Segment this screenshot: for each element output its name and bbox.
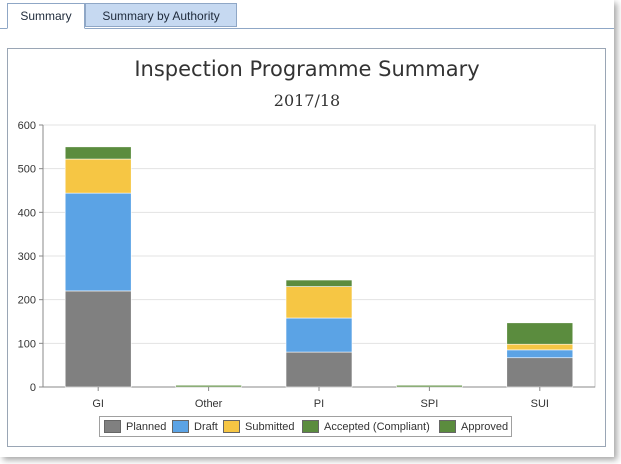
y-tick-label: 0 [30,382,36,394]
legend-label: Draft [194,421,218,433]
bar-segment-sui-1 [506,349,574,359]
legend-swatch [302,420,319,433]
x-tick-label: SPI [421,398,439,410]
bar-segment-gi-0 [64,290,132,388]
x-tick-label: Other [195,398,223,410]
legend-label: Planned [126,421,167,433]
legend-swatch [223,420,240,433]
chart-legend: Planned Draft Submitted Accepted (Compliant… [99,416,512,437]
y-tick-label: 200 [18,295,36,307]
tab-summary[interactable]: Summary [7,3,85,29]
legend-swatch [104,420,121,433]
bar-segment-sui-0 [506,357,574,388]
bar-segment-pi-0 [285,351,353,388]
chart-subtitle: 2017/18 [273,91,341,110]
bar-segment-pi-1 [285,317,353,353]
bar-segment-gi-2 [64,158,132,194]
y-tick-label: 300 [18,251,36,263]
legend-label: Accepted (Compliant) [324,421,430,433]
bar-segment-pi-4 [285,279,353,287]
legend-swatch [439,420,456,433]
bar-segment-other-4 [175,384,242,388]
legend-label: Submitted [245,421,295,433]
bar-segment-spi-4 [396,384,463,388]
bar-segment-gi-1 [64,192,132,292]
tab-bar: Summary Summary by Authority [0,0,614,29]
bar-segment-sui-2 [506,343,574,351]
bar-segment-pi-2 [285,286,353,319]
chart-title: Inspection Programme Summary [134,57,480,81]
bar-segment-sui-4 [506,322,574,345]
y-tick-label: 400 [18,207,36,219]
tab-summary-by-authority[interactable]: Summary by Authority [85,3,237,27]
y-tick-label: 500 [18,164,36,176]
legend-swatch [172,420,189,433]
y-tick-label: 100 [18,338,36,350]
x-tick-label: PI [314,398,324,410]
x-tick-label: GI [92,398,104,410]
x-tick-label: SUI [531,398,549,410]
legend-label: Approved [461,421,509,433]
bar-segment-gi-4 [64,146,132,160]
y-tick-label: 600 [18,120,36,132]
